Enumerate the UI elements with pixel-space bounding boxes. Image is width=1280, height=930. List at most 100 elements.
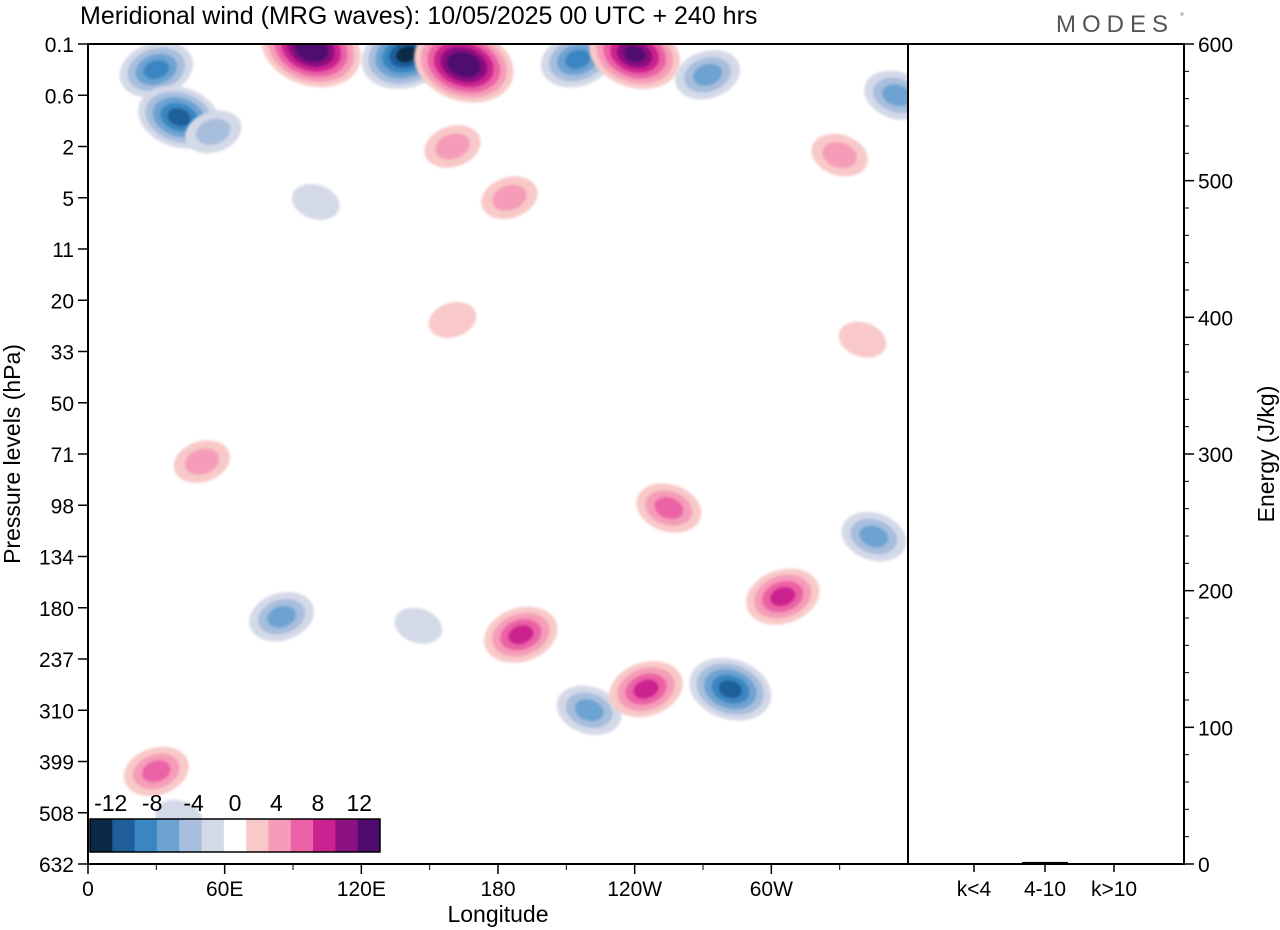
contour-neg-6	[882, 84, 908, 107]
contour-pos-8	[507, 624, 534, 645]
energy-axis-label: Energy (J/kg)	[1253, 386, 1279, 523]
x-tick-label: 60W	[750, 878, 793, 901]
contour-cell	[185, 110, 242, 154]
contour-cell	[556, 685, 622, 735]
contour-pos-6	[141, 760, 171, 783]
colorbar-swatch	[223, 819, 247, 852]
y-tick-label: 508	[39, 803, 74, 826]
y-tick-label: 50	[51, 393, 74, 416]
contour-cell	[609, 661, 683, 718]
contour-pos-8	[633, 679, 659, 699]
contour-cell	[119, 44, 194, 98]
contour-pos-4	[435, 133, 470, 160]
y-tick-label: 399	[39, 752, 74, 775]
energy-tick-label: 100	[1198, 717, 1233, 740]
y-tick-label: 2	[62, 137, 74, 160]
contour-pos-12	[623, 45, 646, 63]
x-tick-label: 0	[82, 878, 94, 901]
contour-cell	[414, 44, 514, 103]
energy-tick-label: 400	[1198, 307, 1233, 330]
brand-mark: °	[1180, 12, 1184, 23]
energy-tick-label: 0	[1198, 854, 1210, 877]
contour-cell	[811, 133, 868, 177]
y-tick-label: 33	[51, 342, 74, 365]
x-axis: 0 60E 120E 180 120W 60W	[82, 864, 841, 901]
contour-pos-2	[838, 321, 887, 358]
colorbar-swatch	[313, 819, 336, 852]
contour-cell	[484, 606, 558, 663]
contour-neg-10	[167, 108, 191, 127]
y-tick-label: 11	[52, 239, 74, 262]
colorbar-swatch	[290, 819, 314, 852]
y-axis-label: Pressure levels (hPa)	[0, 344, 25, 564]
colorbar-swatch	[90, 819, 113, 852]
contour-neg-10	[718, 680, 743, 699]
contour-neg-6	[693, 63, 723, 86]
energy-panel-frame	[907, 43, 1185, 865]
energy-axis: 0 100 200 300 400 500 600	[1184, 34, 1233, 877]
contour-cell	[675, 50, 740, 100]
x-tick-label: 120E	[337, 878, 386, 901]
contour-neg-4	[195, 118, 231, 146]
energy-cat-label: 4-10	[1024, 878, 1066, 901]
y-tick-label: 20	[51, 290, 74, 313]
colorbar-label: 0	[229, 790, 242, 816]
colorbar-swatch	[335, 819, 359, 852]
colorbar-frame	[89, 818, 381, 853]
y-tick-label: 5	[62, 188, 74, 211]
contour-neg-2	[291, 184, 340, 221]
contour-pos-14	[300, 44, 322, 58]
colorbar-swatch	[112, 819, 136, 852]
colorbar-label: 12	[346, 790, 372, 816]
contour-neg-2	[394, 607, 443, 644]
contour-pos-4	[822, 141, 857, 169]
contour-pos-4	[492, 184, 527, 211]
y-tick-label: 237	[39, 649, 74, 672]
energy-tick-label: 600	[1198, 34, 1233, 57]
contour-pos-8	[769, 586, 796, 607]
colorbar-swatch	[179, 819, 203, 852]
colorbar-label: -12	[94, 790, 127, 816]
contour-cell	[746, 568, 820, 625]
contour-pos-14	[453, 56, 475, 73]
wind-contour-field	[119, 44, 908, 836]
colorbar-label: 4	[270, 790, 283, 816]
brand-logo: MODES	[1056, 11, 1174, 38]
contour-neg-6	[859, 525, 889, 548]
x-tick-label: 180	[480, 878, 515, 901]
contour-cell	[123, 746, 189, 797]
contour-cell	[838, 321, 887, 358]
contour-cell	[249, 592, 315, 642]
y-axis: 0.1 0.6 2 5 11 20 33 50 71 98 134 180 237 310 399 508 63…	[39, 34, 88, 877]
contour-pos-2	[428, 301, 477, 338]
y-tick-label: 310	[39, 700, 74, 723]
y-tick-label: 71	[51, 444, 74, 467]
energy-cat-label: k>10	[1091, 878, 1137, 901]
colorbar-swatch	[268, 819, 292, 852]
energy-bars: k<4 4-10 k>10	[951, 861, 1137, 901]
contour-pos-6	[654, 497, 684, 520]
contour-cell	[636, 483, 702, 533]
colorbar-label: 8	[311, 790, 324, 816]
contour-cell	[689, 657, 772, 721]
contour-cell	[173, 440, 230, 483]
contour-neg-12	[395, 45, 418, 63]
colorbar-swatch	[134, 819, 158, 852]
colorbar-swatch	[246, 819, 269, 852]
energy-tick-label: 500	[1198, 171, 1233, 194]
y-tick-label: 98	[51, 495, 74, 518]
contour-pos-4	[184, 448, 220, 475]
colorbar: -12 -8 -4 0 4 8 12	[89, 790, 381, 853]
contour-cell	[864, 70, 908, 120]
energy-bar	[951, 863, 997, 865]
x-tick-label: 120W	[607, 878, 662, 901]
x-tick-label: 60E	[206, 878, 243, 901]
contour-neg-6	[574, 699, 604, 722]
contour-neg-6	[267, 605, 297, 628]
colorbar-swatch	[357, 819, 381, 852]
contour-cell	[428, 301, 477, 338]
y-tick-label: 0.1	[45, 34, 74, 57]
contour-cell	[261, 44, 361, 88]
colorbar-label: -8	[142, 790, 162, 816]
